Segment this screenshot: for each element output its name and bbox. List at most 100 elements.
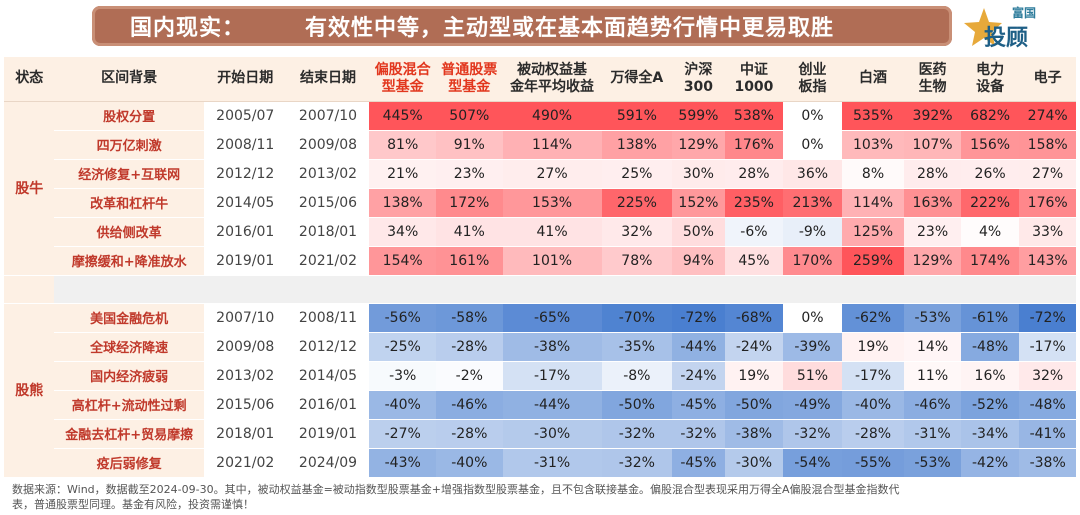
return-cell: -42%	[960, 448, 1020, 478]
return-cell: 274%	[1019, 101, 1076, 131]
return-cell: 50%	[672, 217, 725, 247]
return-cell: 27%	[502, 159, 602, 189]
market-state-label: 股熊	[4, 303, 55, 478]
end-date: 2014/05	[286, 361, 370, 391]
return-cell: 235%	[724, 188, 784, 218]
column-header-line: 偏股混合	[374, 61, 431, 78]
return-cell: 0%	[783, 303, 842, 333]
column-header: 被动权益基 金年平均收益	[502, 57, 602, 102]
return-cell: -41%	[1019, 419, 1076, 449]
column-header: 区间背景	[54, 57, 204, 102]
column-header-line: 电力	[976, 61, 1005, 78]
start-date: 2012/12	[203, 159, 287, 189]
return-cell: -32%	[601, 419, 673, 449]
return-cell: -25%	[369, 332, 436, 362]
return-cell: 222%	[960, 188, 1020, 218]
logo-big-text: 投顾	[984, 26, 1029, 51]
return-cell: -50%	[601, 390, 673, 420]
table-row: 经济修复+互联网 2012/12 2013/02 21% 23% 27% 25% 30% 28%…	[4, 159, 1076, 189]
return-cell: -44%	[672, 332, 725, 362]
column-header-line: 金年平均收益	[510, 78, 595, 95]
return-cell: 129%	[904, 246, 961, 276]
spacer-cell	[4, 275, 55, 304]
return-cell: -31%	[904, 419, 961, 449]
return-cell: 0%	[783, 101, 842, 131]
table-row: 供给侧改革 2016/01 2018/01 34% 41% 41% 32% 50% -6% -9%…	[4, 217, 1076, 247]
return-cell: 27%	[1019, 159, 1076, 189]
return-cell: 143%	[1019, 246, 1076, 276]
end-date: 2013/02	[286, 159, 370, 189]
return-cell: 156%	[960, 130, 1020, 160]
return-cell: -53%	[904, 448, 961, 478]
period-background: 供给侧改革	[54, 217, 204, 247]
return-cell: -3%	[369, 361, 436, 391]
column-header-line: 型基金	[381, 78, 424, 95]
return-cell: 138%	[369, 188, 436, 218]
return-cell: -30%	[724, 448, 784, 478]
column-header-line: 普通股票	[441, 61, 498, 78]
column-header-line: 区间背景	[101, 70, 158, 87]
return-cell: 19%	[841, 332, 905, 362]
start-date: 2009/08	[203, 332, 287, 362]
return-cell: 0%	[783, 130, 842, 160]
return-cell: -72%	[1019, 303, 1076, 333]
return-cell: -28%	[436, 332, 503, 362]
return-cell: 125%	[841, 217, 905, 247]
return-cell: 25%	[601, 159, 673, 189]
return-cell: 28%	[904, 159, 961, 189]
period-background: 美国金融危机	[54, 303, 204, 333]
return-cell: -48%	[960, 332, 1020, 362]
return-cell: -54%	[783, 448, 842, 478]
column-header-line: 结束日期	[300, 70, 356, 87]
period-background: 金融去杠杆+贸易摩擦	[54, 419, 204, 449]
return-cell: 129%	[672, 130, 725, 160]
start-date: 2015/06	[203, 390, 287, 420]
return-cell: -32%	[672, 419, 725, 449]
title-part2: 有效性中等，主动型或在基本面趋势行情中更易取胜	[305, 16, 835, 41]
return-cell: -2%	[436, 361, 503, 391]
column-header-line: 沪深	[684, 61, 713, 78]
return-cell: -61%	[960, 303, 1020, 333]
column-header-line: 万得全A	[610, 70, 664, 87]
column-header-line: 创业	[798, 61, 827, 78]
table-row: 全球经济降速 2009/08 2012/12 -25% -28% -38% -35% -44%…	[4, 332, 1076, 362]
return-cell: -17%	[502, 361, 602, 391]
return-cell: -8%	[601, 361, 673, 391]
column-header: 开始日期	[203, 57, 287, 102]
return-cell: 101%	[502, 246, 602, 276]
market-state-label: 股牛	[4, 101, 55, 276]
table-row: 金融去杠杆+贸易摩擦 2018/01 2019/01 -27% -28% -30% -32%…	[4, 419, 1076, 449]
end-date: 2008/11	[286, 303, 370, 333]
column-header-line: 白酒	[859, 70, 888, 87]
return-cell: 153%	[502, 188, 602, 218]
end-date: 2009/08	[286, 130, 370, 160]
return-cell: 78%	[601, 246, 673, 276]
end-date: 2021/02	[286, 246, 370, 276]
return-cell: -53%	[904, 303, 961, 333]
end-date: 2019/01	[286, 419, 370, 449]
footnote-line-2: 表，普通股票型同理。基金有风险，投资需谨慎！	[12, 498, 254, 511]
period-background: 股权分置	[54, 101, 204, 131]
column-header: 电子	[1019, 57, 1076, 102]
return-cell: -9%	[783, 217, 842, 247]
column-header-line: 1000	[734, 78, 774, 95]
star-icon	[964, 8, 1002, 46]
period-background: 摩擦缓和+降准放水	[54, 246, 204, 276]
table-row: 改革和杠杆牛 2014/05 2015/06 138% 172% 153% 225% 152%…	[4, 188, 1076, 218]
return-cell: -58%	[436, 303, 503, 333]
column-header-line: 中证	[739, 61, 768, 78]
logo-small-text: 富国	[1012, 6, 1037, 20]
table-body: 股牛 股权分置 2005/07 2007/10 445% 507% 490% 591% 599%…	[4, 101, 1076, 478]
period-background: 全球经济降速	[54, 332, 204, 362]
return-cell: 19%	[724, 361, 784, 391]
return-cell: -43%	[369, 448, 436, 478]
return-cell: -24%	[724, 332, 784, 362]
return-cell: -28%	[436, 419, 503, 449]
return-cell: -6%	[724, 217, 784, 247]
end-date: 2024/09	[286, 448, 370, 478]
return-cell: 41%	[502, 217, 602, 247]
column-header-line: 型基金	[448, 78, 491, 95]
return-cell: -72%	[672, 303, 725, 333]
period-background: 四万亿刺激	[54, 130, 204, 160]
return-cell: -68%	[724, 303, 784, 333]
